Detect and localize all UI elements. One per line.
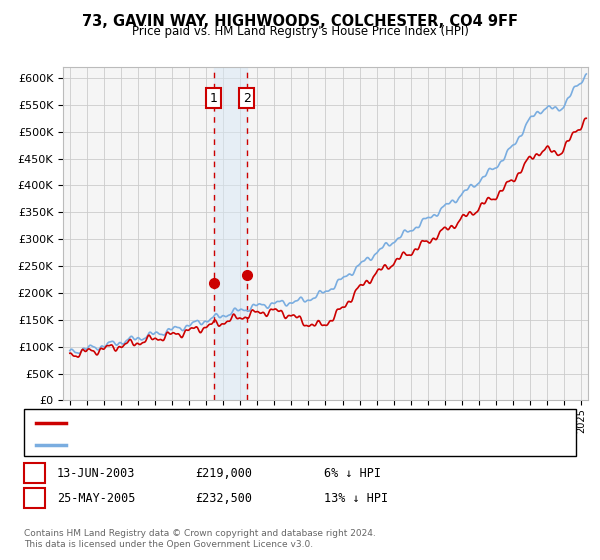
Text: 13-JUN-2003: 13-JUN-2003 (57, 466, 136, 480)
Text: 73, GAVIN WAY, HIGHWOODS, COLCHESTER, CO4 9FF: 73, GAVIN WAY, HIGHWOODS, COLCHESTER, CO… (82, 14, 518, 29)
Text: £219,000: £219,000 (195, 466, 252, 480)
Text: 2: 2 (31, 492, 38, 505)
Text: Contains HM Land Registry data © Crown copyright and database right 2024.
This d: Contains HM Land Registry data © Crown c… (24, 529, 376, 549)
Text: HPI: Average price, detached house, Colchester: HPI: Average price, detached house, Colc… (75, 440, 335, 450)
Text: 2: 2 (243, 92, 251, 105)
Text: 1: 1 (31, 466, 38, 480)
Text: 1: 1 (210, 92, 218, 105)
Text: 73, GAVIN WAY, HIGHWOODS, COLCHESTER, CO4 9FF (detached house): 73, GAVIN WAY, HIGHWOODS, COLCHESTER, CO… (75, 418, 468, 428)
Text: 25-MAY-2005: 25-MAY-2005 (57, 492, 136, 505)
Text: 13% ↓ HPI: 13% ↓ HPI (324, 492, 388, 505)
Text: Price paid vs. HM Land Registry's House Price Index (HPI): Price paid vs. HM Land Registry's House … (131, 25, 469, 38)
Text: 6% ↓ HPI: 6% ↓ HPI (324, 466, 381, 480)
Text: £232,500: £232,500 (195, 492, 252, 505)
Bar (214, 67, 247, 400)
